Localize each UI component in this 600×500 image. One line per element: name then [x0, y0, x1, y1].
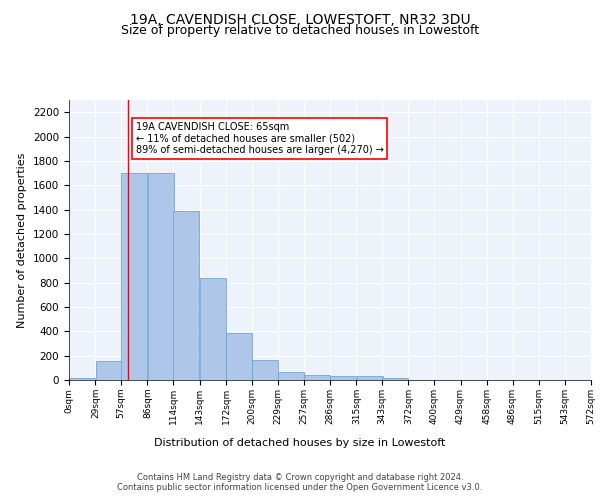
Text: Contains HM Land Registry data © Crown copyright and database right 2024.
Contai: Contains HM Land Registry data © Crown c… [118, 473, 482, 492]
Bar [278, 372, 304, 380]
Bar [356, 376, 383, 380]
Bar [173, 211, 199, 380]
Text: 19A CAVENDISH CLOSE: 65sqm
← 11% of detached houses are smaller (502)
89% of sem: 19A CAVENDISH CLOSE: 65sqm ← 11% of deta… [136, 122, 383, 155]
Bar [69, 378, 95, 380]
Bar [382, 378, 409, 380]
Bar [330, 376, 356, 380]
Text: 19A, CAVENDISH CLOSE, LOWESTOFT, NR32 3DU: 19A, CAVENDISH CLOSE, LOWESTOFT, NR32 3D… [130, 12, 470, 26]
Bar [304, 375, 330, 380]
Text: Size of property relative to detached houses in Lowestoft: Size of property relative to detached ho… [121, 24, 479, 37]
Bar [148, 173, 174, 380]
Bar [251, 360, 278, 380]
Y-axis label: Number of detached properties: Number of detached properties [17, 152, 28, 328]
Bar [200, 278, 226, 380]
Bar [226, 333, 252, 380]
Bar [95, 361, 122, 380]
Text: Distribution of detached houses by size in Lowestoft: Distribution of detached houses by size … [154, 438, 446, 448]
Bar [121, 173, 148, 380]
